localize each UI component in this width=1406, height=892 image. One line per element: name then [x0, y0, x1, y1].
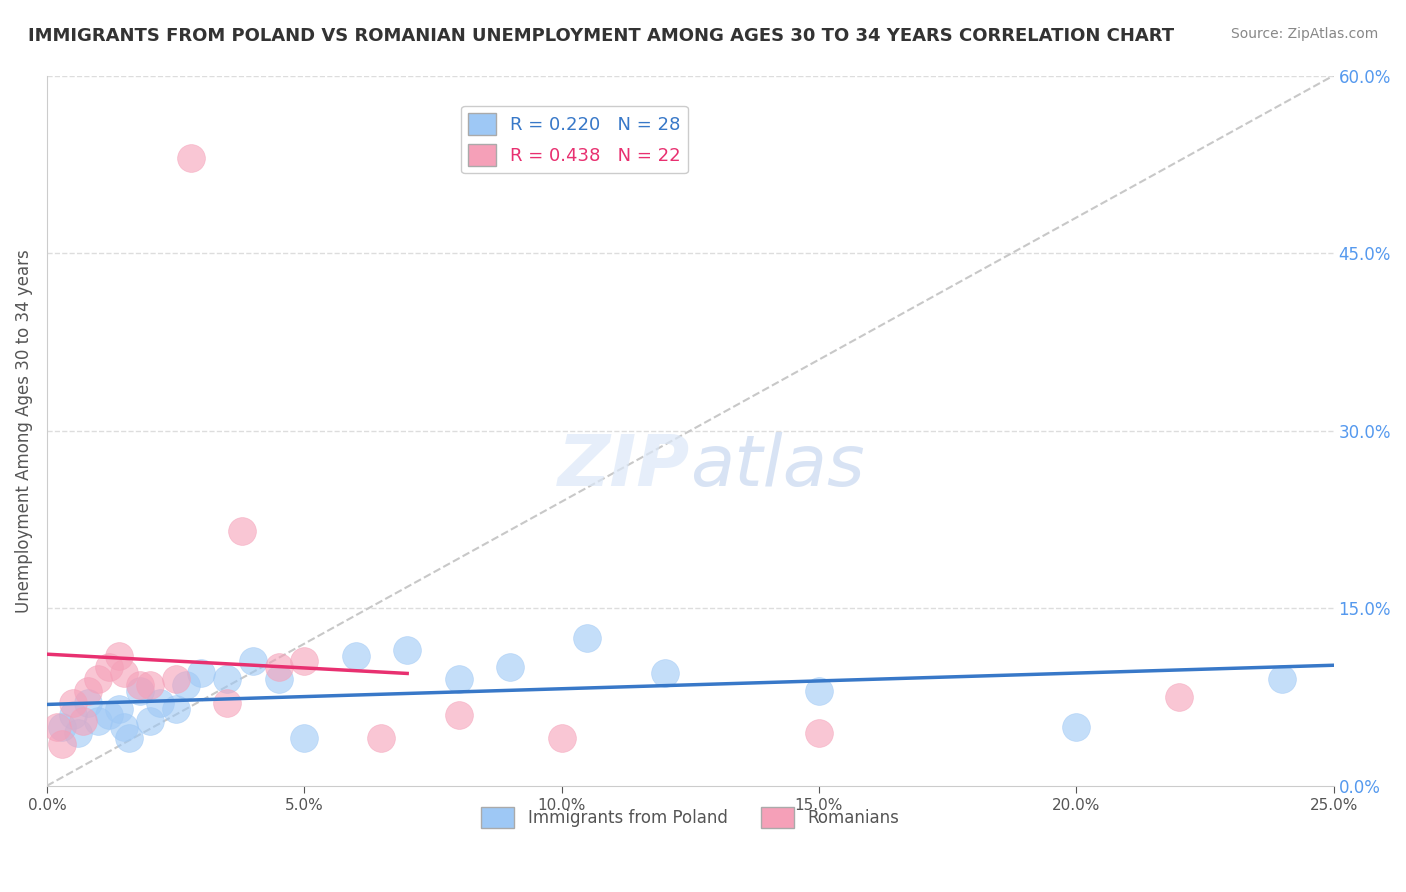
Point — [149, 696, 172, 710]
Point — [139, 714, 162, 728]
Point — [447, 672, 470, 686]
Point — [807, 725, 830, 739]
Point — [62, 696, 84, 710]
Point — [1168, 690, 1191, 704]
Text: IMMIGRANTS FROM POLAND VS ROMANIAN UNEMPLOYMENT AMONG AGES 30 TO 34 YEARS CORREL: IMMIGRANTS FROM POLAND VS ROMANIAN UNEMP… — [28, 27, 1174, 45]
Text: atlas: atlas — [690, 432, 865, 500]
Point — [180, 152, 202, 166]
Point — [108, 702, 131, 716]
Point — [1064, 720, 1087, 734]
Text: ZIP: ZIP — [558, 432, 690, 500]
Point — [62, 707, 84, 722]
Point — [550, 731, 572, 746]
Point — [108, 648, 131, 663]
Point — [292, 731, 315, 746]
Point — [72, 714, 94, 728]
Point — [77, 696, 100, 710]
Point — [112, 720, 135, 734]
Y-axis label: Unemployment Among Ages 30 to 34 years: Unemployment Among Ages 30 to 34 years — [15, 249, 32, 613]
Point — [128, 684, 150, 698]
Point — [51, 737, 73, 751]
Point — [190, 666, 212, 681]
Point — [97, 707, 120, 722]
Point — [267, 672, 290, 686]
Point — [576, 631, 599, 645]
Point — [66, 725, 89, 739]
Point — [344, 648, 367, 663]
Point — [87, 672, 110, 686]
Point — [396, 642, 419, 657]
Point — [292, 655, 315, 669]
Point — [165, 672, 187, 686]
Legend: Immigrants from Poland, Romanians: Immigrants from Poland, Romanians — [474, 801, 905, 834]
Point — [267, 660, 290, 674]
Point — [447, 707, 470, 722]
Point — [231, 524, 253, 539]
Point — [112, 666, 135, 681]
Point — [165, 702, 187, 716]
Point — [654, 666, 676, 681]
Point — [118, 731, 141, 746]
Point — [46, 720, 69, 734]
Point — [97, 660, 120, 674]
Point — [174, 678, 197, 692]
Point — [499, 660, 522, 674]
Point — [215, 672, 238, 686]
Point — [139, 678, 162, 692]
Point — [242, 655, 264, 669]
Point — [1271, 672, 1294, 686]
Point — [77, 684, 100, 698]
Text: Source: ZipAtlas.com: Source: ZipAtlas.com — [1230, 27, 1378, 41]
Point — [370, 731, 392, 746]
Point — [807, 684, 830, 698]
Point — [215, 696, 238, 710]
Point — [51, 720, 73, 734]
Point — [128, 678, 150, 692]
Point — [87, 714, 110, 728]
